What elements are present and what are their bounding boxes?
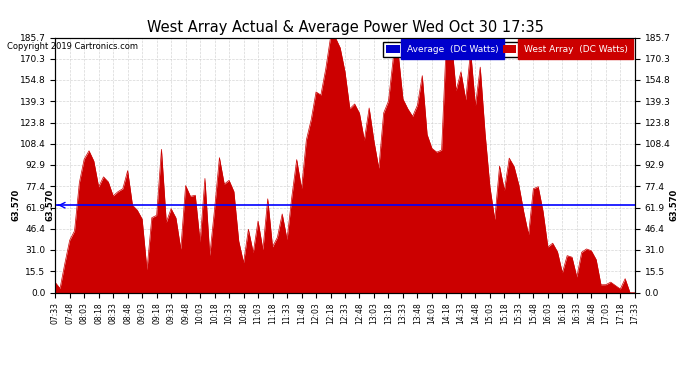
Text: 63.570: 63.570 (46, 189, 55, 221)
Text: 63.570: 63.570 (669, 189, 678, 221)
Legend: Average  (DC Watts), West Array  (DC Watts): Average (DC Watts), West Array (DC Watts… (384, 42, 630, 57)
Text: 63.570: 63.570 (12, 189, 21, 221)
Title: West Array Actual & Average Power Wed Oct 30 17:35: West Array Actual & Average Power Wed Oc… (146, 20, 544, 35)
Text: Copyright 2019 Cartronics.com: Copyright 2019 Cartronics.com (7, 42, 138, 51)
